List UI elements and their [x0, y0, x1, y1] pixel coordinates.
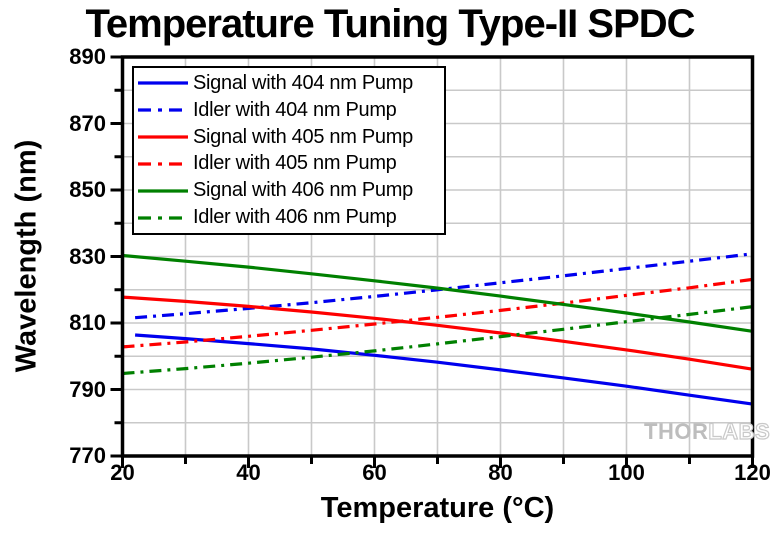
legend-box: Signal with 404 nm Pump Idler with 404 nm… [132, 66, 446, 235]
x-tick-label: 60 [362, 460, 387, 485]
legend-line-sample [138, 215, 188, 220]
x-tick-label: 100 [608, 460, 645, 485]
y-tick-label: 830 [69, 243, 106, 269]
plot-frame [120, 55, 755, 458]
legend-line-sample [138, 81, 188, 86]
y-tick-label: 810 [69, 310, 106, 335]
chart-title: Temperature Tuning Type-II SPDC [85, 2, 695, 46]
series-idler-with-405-nm-pump [122, 277, 753, 349]
y-tick-label: 890 [69, 44, 106, 69]
legend-line-sample [138, 135, 188, 139]
series-idler-with-406-nm-pump [122, 305, 753, 376]
legend-label: Signal with 406 nm Pump [193, 179, 413, 202]
legend-line-sample [138, 189, 188, 193]
legend-row: Signal with 405 nm Pump [137, 124, 444, 150]
legend-label: Idler with 404 nm Pump [193, 98, 397, 121]
legend-row: Idler with 404 nm Pump [137, 97, 444, 123]
tick-marks [110, 55, 754, 468]
series-idler-with-404-nm-pump [134, 252, 753, 320]
y-tick-label: 770 [69, 443, 106, 468]
x-tick-label: 120 [734, 460, 771, 485]
series-lines [122, 252, 753, 406]
legend-label: Idler with 405 nm Pump [193, 152, 397, 175]
legend-label: Signal with 404 nm Pump [193, 71, 413, 94]
legend-line-sample [138, 162, 188, 166]
y-tick-label: 790 [69, 376, 106, 402]
series-signal-with-405-nm-pump [122, 295, 753, 371]
x-tick-label: 20 [110, 460, 135, 485]
x-tick-label: 80 [488, 460, 513, 485]
legend-row: Signal with 406 nm Pump [137, 178, 444, 204]
series-signal-with-404-nm-pump [134, 333, 753, 406]
y-tick-label: 870 [69, 110, 106, 136]
y-tick-label: 850 [69, 177, 106, 202]
watermark-thor: THOR [644, 419, 709, 444]
watermark-labs: LABS [708, 418, 771, 444]
legend-row: Idler with 405 nm Pump [137, 151, 444, 177]
legend-label: Signal with 405 nm Pump [193, 125, 413, 148]
x-tick-label: 40 [236, 460, 261, 485]
x-axis-title: Temperature (°C) [320, 492, 555, 524]
legend-row: Idler with 406 nm Pump [137, 205, 444, 231]
legend-label: Idler with 406 nm Pump [193, 206, 397, 229]
thorlabs-watermark: THORLABS [644, 418, 771, 445]
series-signal-with-406-nm-pump [122, 253, 753, 333]
legend-row: Signal with 404 nm Pump [137, 70, 444, 96]
legend-line-sample [138, 108, 188, 112]
